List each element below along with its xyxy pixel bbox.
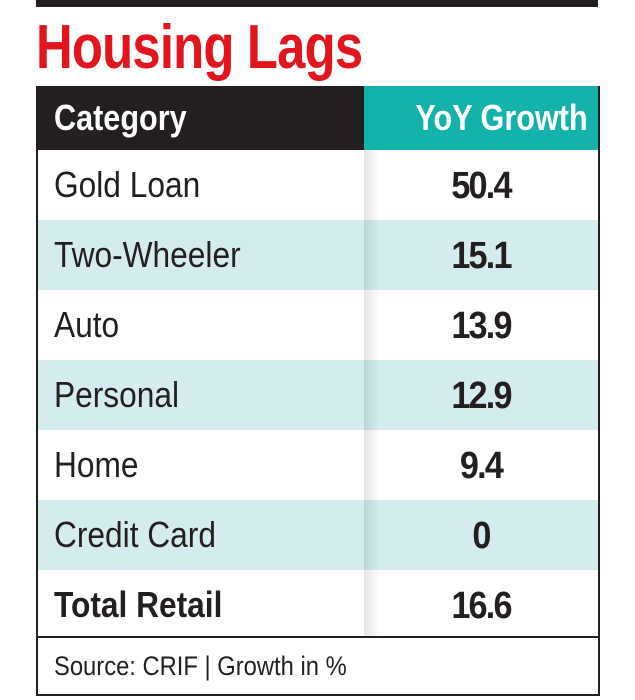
category-cell: Home bbox=[54, 444, 139, 485]
category-cell: Personal bbox=[54, 374, 180, 415]
top-rule bbox=[36, 0, 598, 7]
table-row: Personal 12.9 bbox=[38, 360, 598, 430]
category-cell: Two-Wheeler bbox=[54, 234, 241, 275]
category-cell: Gold Loan bbox=[54, 164, 201, 205]
value-cell-total: 16.6 bbox=[451, 585, 512, 627]
table-row: Gold Loan 50.4 bbox=[38, 150, 598, 220]
table-row: Home 9.4 bbox=[38, 430, 598, 500]
value-cell: 12.9 bbox=[451, 375, 512, 417]
category-cell: Credit Card bbox=[54, 514, 216, 555]
column-header-category: Category bbox=[54, 97, 187, 138]
value-cell: 50.4 bbox=[451, 165, 512, 207]
table-row: Credit Card 0 bbox=[38, 500, 598, 570]
value-cell: 15.1 bbox=[451, 235, 512, 277]
category-cell-total: Total Retail bbox=[54, 584, 223, 625]
chart-title: Housing Lags bbox=[36, 13, 363, 82]
data-table: Category YoY Growth Gold Loan 50.4 Two-W… bbox=[36, 86, 600, 696]
value-cell: 13.9 bbox=[451, 305, 512, 347]
category-cell: Auto bbox=[54, 304, 120, 345]
header-category-bg bbox=[38, 86, 364, 150]
column-header-yoy-growth: YoY Growth bbox=[415, 97, 588, 138]
value-cell: 9.4 bbox=[459, 445, 504, 487]
header-value-bg bbox=[364, 86, 598, 150]
value-cell: 0 bbox=[472, 515, 491, 557]
source-divider bbox=[38, 636, 598, 638]
table-row: Auto 13.9 bbox=[38, 290, 598, 360]
column-divider-shadow bbox=[364, 150, 380, 636]
source-note: Source: CRIF | Growth in % bbox=[54, 651, 347, 681]
table-row: Two-Wheeler 15.1 bbox=[38, 220, 598, 290]
table-row-total: Total Retail 16.6 bbox=[38, 570, 598, 636]
